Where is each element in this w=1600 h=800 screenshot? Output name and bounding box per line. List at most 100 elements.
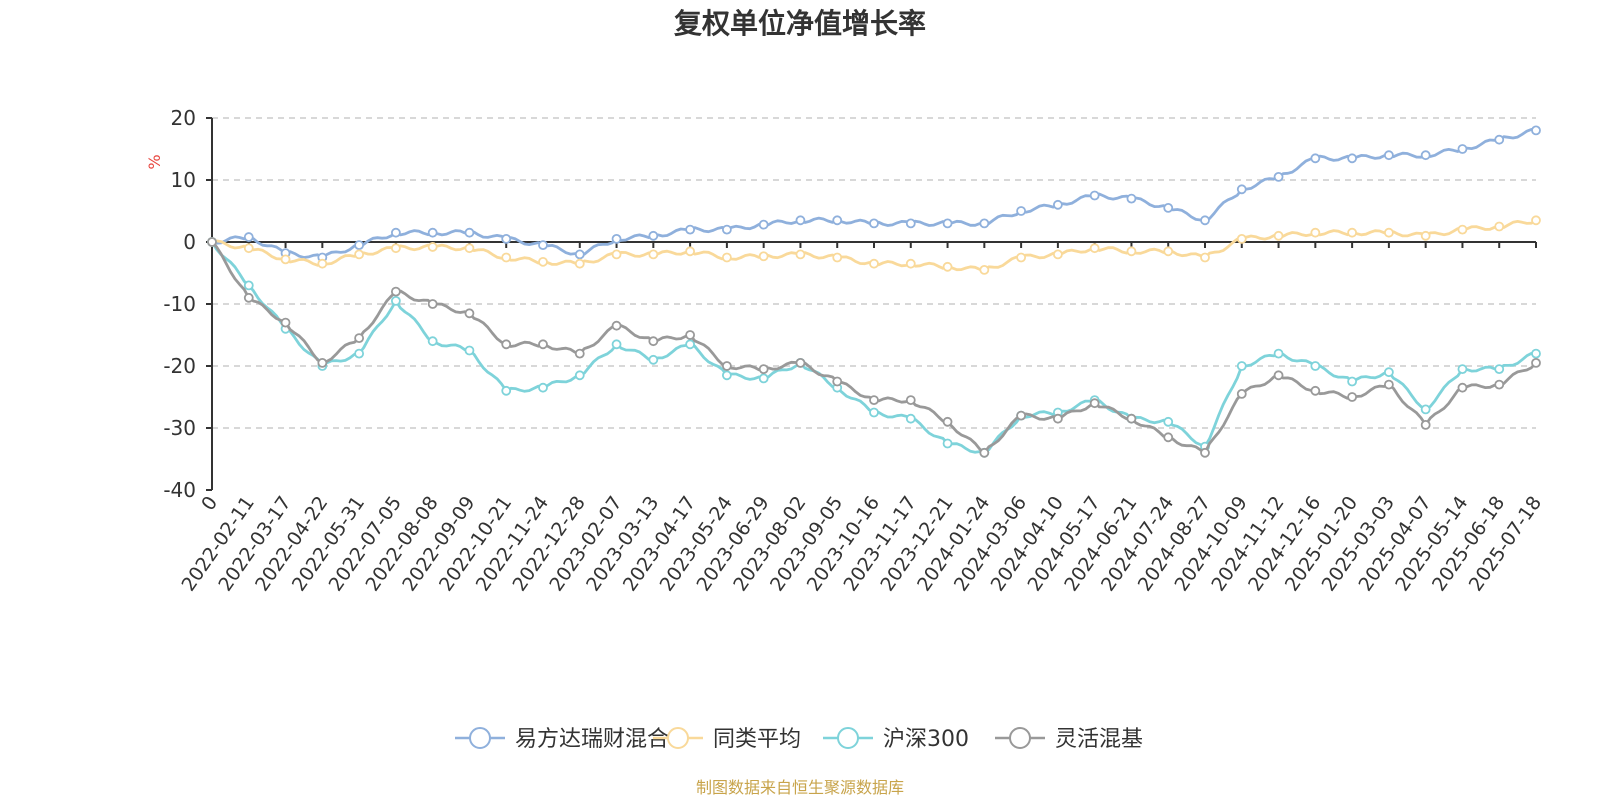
data-point <box>832 252 843 263</box>
data-point <box>243 292 254 303</box>
data-point <box>1383 367 1394 378</box>
data-point <box>243 280 254 291</box>
data-point <box>1273 230 1284 241</box>
legend-item-1[interactable]: 同类平均 <box>653 727 801 752</box>
data-point <box>942 218 953 229</box>
data-point <box>1347 153 1358 164</box>
data-point <box>1052 249 1063 260</box>
data-point <box>685 330 696 340</box>
data-point <box>1163 416 1174 427</box>
legend-label: 同类平均 <box>713 727 801 752</box>
data-point <box>758 373 769 384</box>
data-point <box>354 240 365 251</box>
data-point <box>1457 364 1468 375</box>
legend-marker <box>837 727 859 749</box>
data-point <box>611 339 622 350</box>
data-point <box>1310 153 1321 164</box>
data-point <box>1126 193 1137 204</box>
data-point <box>538 339 548 350</box>
legend[interactable]: 易方达瑞财混合I 同类平均 沪深300 灵活混基 <box>455 727 1143 752</box>
data-point <box>1531 215 1541 226</box>
data-point <box>1200 215 1210 226</box>
data-point <box>390 295 401 306</box>
data-point <box>1052 199 1063 210</box>
data-point <box>1016 252 1027 263</box>
data-point <box>721 224 732 235</box>
series-2 <box>207 237 1541 458</box>
data-point <box>611 249 622 260</box>
data-point <box>1457 144 1468 154</box>
data-point <box>1347 376 1358 387</box>
data-point <box>1236 361 1247 371</box>
data-point <box>1420 419 1431 430</box>
y-tick-label: -40 <box>163 478 196 502</box>
data-point <box>1236 233 1247 244</box>
y-tick-label: -20 <box>163 354 196 378</box>
data-point <box>574 348 585 359</box>
data-point <box>538 240 548 251</box>
data-point <box>354 333 365 344</box>
data-point <box>832 215 843 226</box>
chart-title: 复权单位净值增长率 <box>674 7 926 40</box>
data-point <box>942 261 953 272</box>
data-point <box>905 218 916 229</box>
data-point <box>869 258 879 269</box>
data-point <box>1531 357 1541 368</box>
legend-item-0[interactable]: 易方达瑞财混合I <box>455 727 676 752</box>
data-point <box>869 395 879 406</box>
data-point <box>538 382 548 393</box>
data-point <box>501 233 512 244</box>
data-point <box>464 227 475 238</box>
data-point <box>685 246 696 257</box>
data-point <box>574 370 585 381</box>
data-point <box>390 243 401 254</box>
data-point <box>1383 379 1394 390</box>
data-point <box>832 376 843 387</box>
legend-item-3[interactable]: 灵活混基 <box>995 727 1143 752</box>
data-point <box>1273 348 1284 359</box>
data-point <box>464 243 475 254</box>
data-point <box>942 416 953 427</box>
data-point <box>1273 370 1284 381</box>
series-line <box>211 127 1537 259</box>
data-point <box>390 227 401 238</box>
data-point <box>721 370 732 381</box>
data-point <box>869 407 879 418</box>
data-point <box>648 354 659 365</box>
data-point <box>317 258 328 269</box>
data-point <box>1126 413 1137 424</box>
data-point <box>280 317 291 328</box>
x-tick-labels: 02022-02-112022-03-172022-04-222022-05-3… <box>178 492 1547 595</box>
data-point <box>1347 227 1358 238</box>
data-point <box>1494 379 1505 390</box>
legend-label: 易方达瑞财混合I <box>515 727 676 752</box>
data-point <box>464 308 475 319</box>
data-point <box>390 286 401 297</box>
y-tick-label: -10 <box>163 292 196 316</box>
legend-marker <box>1009 727 1031 749</box>
data-point <box>243 232 254 242</box>
data-point <box>1016 206 1027 216</box>
data-point <box>501 339 512 350</box>
data-point <box>648 249 659 260</box>
data-point <box>427 242 438 252</box>
data-point <box>758 251 769 262</box>
legend-label: 灵活混基 <box>1055 727 1143 752</box>
data-source-note: 制图数据来自恒生聚源数据库 <box>696 778 904 797</box>
data-point <box>427 336 438 347</box>
data-point <box>1383 150 1394 161</box>
series-0 <box>207 125 1541 263</box>
data-point <box>1126 246 1137 257</box>
data-point <box>1016 410 1027 421</box>
data-point <box>1273 171 1284 182</box>
legend-item-2[interactable]: 沪深300 <box>823 727 969 752</box>
data-point <box>758 364 769 375</box>
data-point <box>1531 348 1541 359</box>
y-tick-label: -30 <box>163 416 196 440</box>
x-tick-label: 0 <box>197 492 222 515</box>
data-point <box>869 218 879 229</box>
legend-marker <box>469 727 491 749</box>
legend-marker <box>667 727 689 749</box>
data-point <box>795 249 806 260</box>
